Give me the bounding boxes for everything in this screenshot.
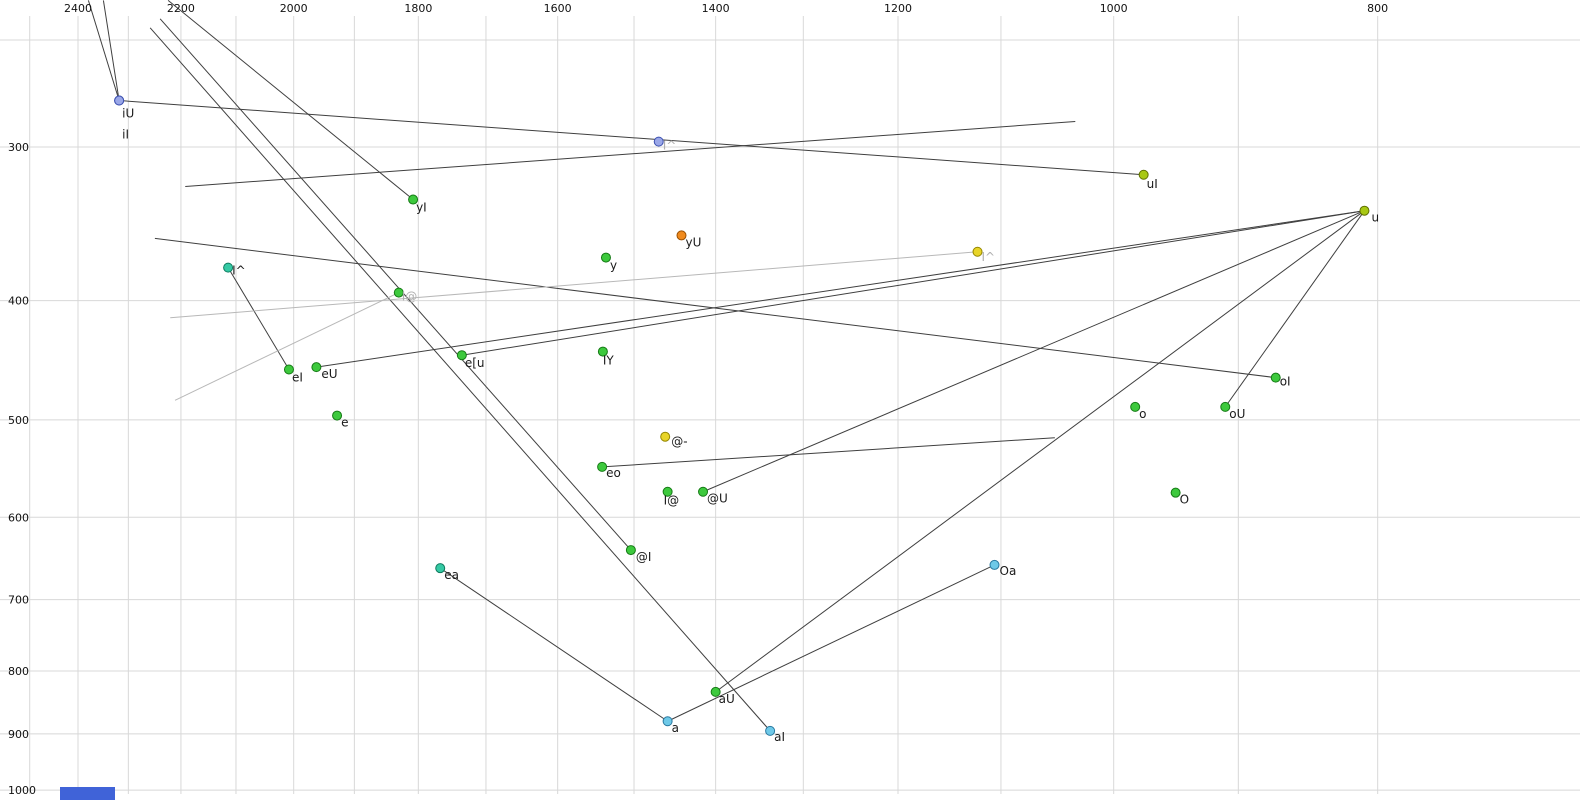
vowel-point-label: O xyxy=(1180,493,1189,507)
vowel-point[interactable] xyxy=(114,95,125,106)
vowel-point[interactable] xyxy=(1170,487,1181,498)
vowel-point[interactable] xyxy=(1270,372,1281,383)
trajectory-line xyxy=(102,0,120,101)
vowel-point[interactable] xyxy=(597,461,608,472)
x-tick-label: 1800 xyxy=(404,2,432,15)
vowel-point-label: I^ xyxy=(982,250,996,264)
vowel-point-label: aU xyxy=(719,692,735,706)
trajectory-line xyxy=(715,210,1365,693)
trajectory-line xyxy=(170,251,978,319)
vowel-point[interactable] xyxy=(625,545,636,556)
trajectory-line xyxy=(439,567,668,722)
vowel-point-label: eI xyxy=(292,370,303,384)
trajectory-line xyxy=(159,18,632,551)
vowel-point-label: o xyxy=(1139,407,1146,421)
vowel-point-label: IY xyxy=(603,354,615,368)
vowel-point-label: iI xyxy=(122,128,129,142)
x-tick-label: 1000 xyxy=(1100,2,1128,15)
vowel-point[interactable] xyxy=(435,563,446,574)
vowel-point-label: I^ xyxy=(232,264,246,278)
trajectory-line xyxy=(119,100,1144,176)
vowel-point-label: I@ xyxy=(664,494,680,508)
vowel-point[interactable] xyxy=(600,252,611,263)
x-tick-label: 800 xyxy=(1367,2,1388,15)
trajectory-line xyxy=(316,210,1365,368)
x-tick-label: 1200 xyxy=(884,2,912,15)
vowel-point-label: oI xyxy=(1280,375,1291,389)
vowel-point-label: e[u xyxy=(465,356,485,370)
trajectory-line xyxy=(87,0,120,101)
vowel-point[interactable] xyxy=(662,716,673,727)
vowel-point-label: eo xyxy=(606,466,621,480)
y-tick-label: 1000 xyxy=(8,784,36,797)
x-tick-label: 2400 xyxy=(64,2,92,15)
trajectory-line xyxy=(185,120,1076,187)
y-tick-label: 500 xyxy=(8,414,29,427)
vowel-point-label: I^ xyxy=(663,139,677,153)
vowel-point-label: @U xyxy=(707,492,728,506)
selection-artifact xyxy=(60,787,115,800)
y-tick-label: 700 xyxy=(8,594,29,607)
vowel-point[interactable] xyxy=(989,559,1000,570)
vowel-point-label: @I xyxy=(636,550,652,564)
vowel-point[interactable] xyxy=(676,230,687,241)
y-tick-label: 800 xyxy=(8,665,29,678)
vowel-point-label: oU xyxy=(1229,407,1245,421)
trajectory-line xyxy=(149,27,771,732)
x-tick-label: 2200 xyxy=(167,2,195,15)
vowel-point-label: ea xyxy=(444,568,459,582)
vowel-point[interactable] xyxy=(1138,169,1149,180)
vowel-point[interactable] xyxy=(223,262,234,273)
trajectory-line xyxy=(167,0,414,200)
vowel-point[interactable] xyxy=(972,246,983,257)
vowel-point-label: yI xyxy=(416,201,427,215)
vowel-point-label: a xyxy=(672,721,679,735)
vowel-point-label: I@ xyxy=(402,290,418,304)
trajectory-line xyxy=(174,292,399,401)
vowel-point-label: aI xyxy=(774,730,785,744)
vowel-point[interactable] xyxy=(597,346,608,357)
vowel-point-label: iU xyxy=(122,107,134,121)
trajectory-line xyxy=(602,437,1055,468)
x-tick-label: 2000 xyxy=(280,2,308,15)
vowel-point-label: e xyxy=(341,416,348,430)
vowel-point[interactable] xyxy=(660,431,671,442)
vowel-point[interactable] xyxy=(1130,401,1141,412)
vowel-point-label: y xyxy=(610,259,617,273)
trajectory-line xyxy=(702,210,1365,493)
y-tick-label: 300 xyxy=(8,141,29,154)
vowel-point[interactable] xyxy=(765,725,776,736)
x-tick-label: 1600 xyxy=(544,2,572,15)
vowel-point[interactable] xyxy=(1359,205,1370,216)
x-tick-label: 1400 xyxy=(702,2,730,15)
vowel-point-label: @- xyxy=(671,435,687,449)
vowel-point[interactable] xyxy=(283,364,294,375)
vowel-point-label: Oa xyxy=(1000,564,1017,578)
trajectory-line xyxy=(461,210,1365,356)
vowel-point[interactable] xyxy=(653,136,664,147)
vowel-point[interactable] xyxy=(332,410,343,421)
trajectory-line xyxy=(227,267,290,370)
vowel-point[interactable] xyxy=(1220,401,1231,412)
y-tick-label: 600 xyxy=(8,511,29,524)
vowel-point-label: yU xyxy=(685,235,701,249)
vowel-point-label: eU xyxy=(321,367,337,381)
vowel-point[interactable] xyxy=(710,686,721,697)
y-tick-label: 900 xyxy=(8,728,29,741)
vowel-point[interactable] xyxy=(393,287,404,298)
vowel-point[interactable] xyxy=(408,194,419,205)
vowel-point[interactable] xyxy=(456,350,467,361)
vowel-point-label: u xyxy=(1371,211,1379,225)
trajectory-line xyxy=(154,237,1276,379)
vowel-point[interactable] xyxy=(662,486,673,497)
y-tick-label: 400 xyxy=(8,295,29,308)
vowel-point[interactable] xyxy=(698,486,709,497)
vowel-point-label: uI xyxy=(1147,177,1158,191)
vowel-point[interactable] xyxy=(311,362,322,373)
trajectory-line xyxy=(667,564,995,722)
